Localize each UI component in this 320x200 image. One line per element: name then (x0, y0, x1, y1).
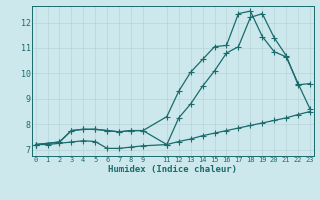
X-axis label: Humidex (Indice chaleur): Humidex (Indice chaleur) (108, 165, 237, 174)
